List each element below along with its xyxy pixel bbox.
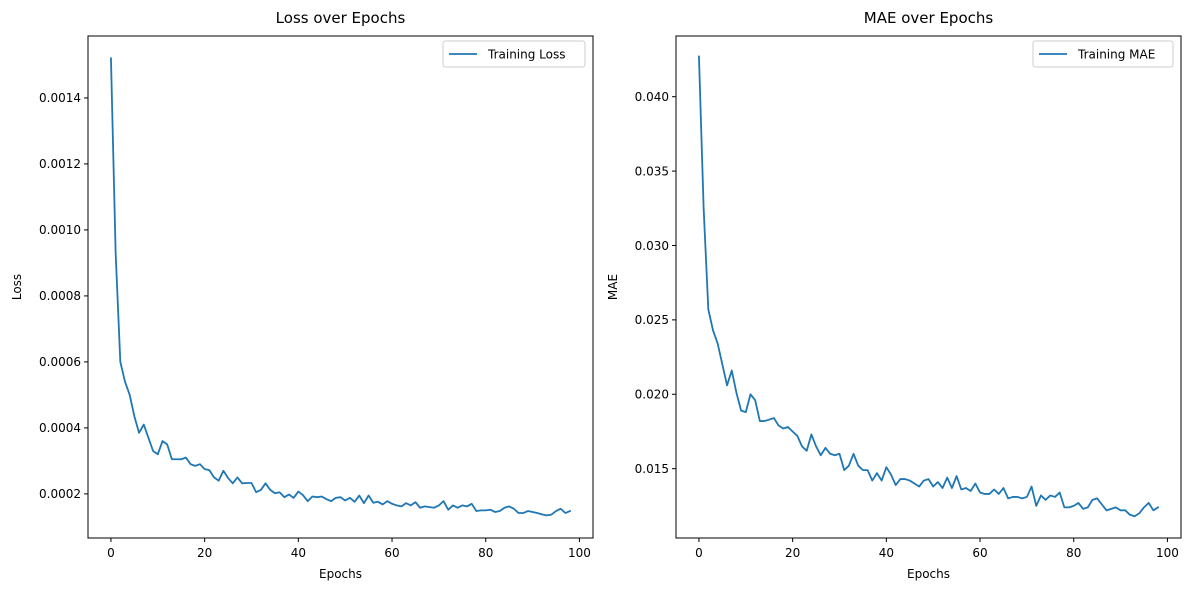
x-tick-label: 20 [785, 546, 800, 560]
x-tick-label: 100 [568, 546, 591, 560]
series-line [110, 57, 572, 517]
legend-label: Training Loss [487, 48, 565, 62]
x-tick-label: 0 [695, 546, 703, 560]
legend-box [442, 40, 586, 68]
x-tick-label: 40 [879, 546, 894, 560]
x-tick-label: 0 [107, 546, 115, 560]
y-tick-label: 0.0006 [39, 355, 81, 369]
x-axis-label: Epochs [907, 567, 950, 581]
x-tick-label: 40 [291, 546, 306, 560]
x-tick-label: 80 [478, 546, 493, 560]
legend-box [1032, 40, 1174, 68]
y-axis-label: Loss [10, 274, 24, 300]
y-tick-label: 0.0012 [39, 157, 81, 171]
legend-label: Training MAE [1077, 48, 1155, 62]
y-tick-label: 0.020 [635, 388, 669, 402]
axes-frame [87, 35, 594, 539]
legend: Training Loss [442, 40, 586, 68]
y-tick-label: 0.0002 [39, 487, 81, 501]
chart-title: Loss over Epochs [276, 9, 406, 27]
y-tick-label: 0.0014 [39, 91, 81, 105]
y-tick-label: 0.0004 [39, 421, 81, 435]
y-tick-label: 0.030 [635, 239, 669, 253]
y-tick-label: 0.025 [635, 313, 669, 327]
y-tick-label: 0.040 [635, 90, 669, 104]
y-tick-label: 0.0010 [39, 223, 81, 237]
axes-frame [675, 35, 1182, 539]
series-line [698, 55, 1160, 518]
mae-chart: MAE over Epochs 0 20 40 60 80 100 0.015 0.020 0.… [606, 9, 1182, 581]
x-tick-label: 100 [1156, 546, 1179, 560]
x-tick-label: 80 [1066, 546, 1081, 560]
y-axis-label: MAE [606, 274, 620, 300]
loss-chart: Loss over Epochs 0 20 40 60 80 100 0.0002 0.000… [10, 9, 594, 581]
chart-title: MAE over Epochs [864, 9, 994, 27]
x-tick-label: 60 [972, 546, 987, 560]
plot-area: 0 20 40 60 80 100 0.015 0.020 0.025 0.030 0.035 0.0… [635, 35, 1182, 560]
x-tick-label: 60 [384, 546, 399, 560]
y-tick-label: 0.035 [635, 164, 669, 178]
x-tick-label: 20 [197, 546, 212, 560]
y-tick-label: 0.015 [635, 462, 669, 476]
x-axis-label: Epochs [319, 567, 362, 581]
y-tick-label: 0.0008 [39, 289, 81, 303]
legend: Training MAE [1032, 40, 1174, 68]
plot-area: 0 20 40 60 80 100 0.0002 0.0004 0.0006 0.0008 0.00… [39, 35, 594, 560]
